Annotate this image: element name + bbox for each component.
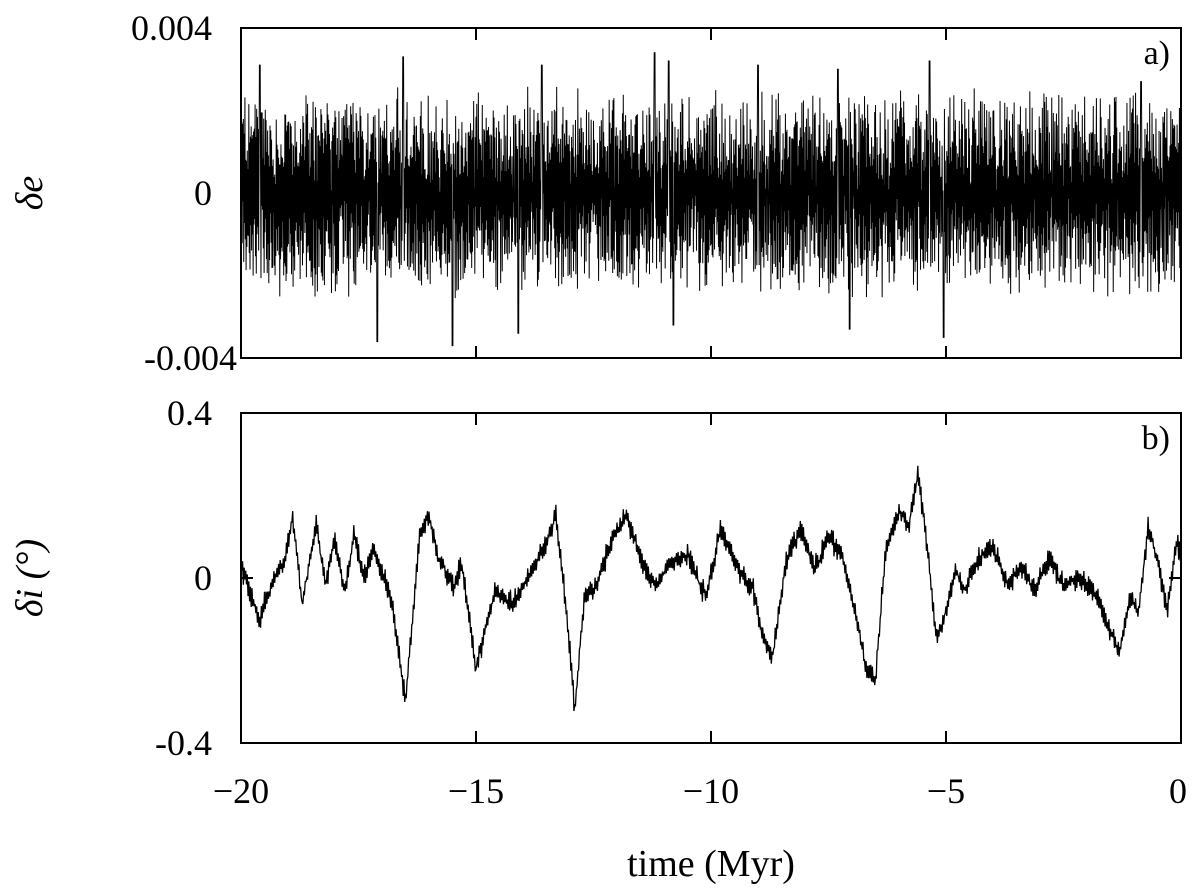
x-tick-labels: −20 −15 −10 −5 0 [213,771,1187,811]
panel-a-ticks [240,27,1182,359]
xtick-label-0: 0 [1169,771,1187,811]
panel-b-label: b) [1142,420,1170,457]
panel-b-ytick-label-bottom: -0.4 [155,723,212,763]
panel-b-ylabel: δi (°) [9,539,51,617]
panel-b-ytick-label-mid: 0 [194,558,212,598]
xtick-label-neg10: −10 [683,771,739,811]
panel-a-ytick-label-mid: 0 [194,173,212,213]
panel-a-ytick-label-bottom: -0.004 [144,338,237,378]
panel-a-ytick-label-top: 0.004 [131,8,212,48]
panel-a-ylabel: δe [9,176,51,211]
panel-b-ytick-label-top: 0.4 [167,393,212,433]
panel-a-label: a) [1144,35,1170,72]
panel-a: 0.004 0 -0.004 a) δe [9,8,1182,378]
xtick-label-neg20: −20 [213,771,269,811]
panel-a-series-line [240,52,1182,347]
xtick-label-neg5: −5 [927,771,965,811]
xtick-label-neg15: −15 [448,771,504,811]
panel-b-series-line [240,465,1182,712]
x-axis-title: time (Myr) [627,843,795,885]
panel-b: 0.4 0 -0.4 b) δi (°) [9,393,1182,763]
panel-b-ticks [240,412,1182,744]
